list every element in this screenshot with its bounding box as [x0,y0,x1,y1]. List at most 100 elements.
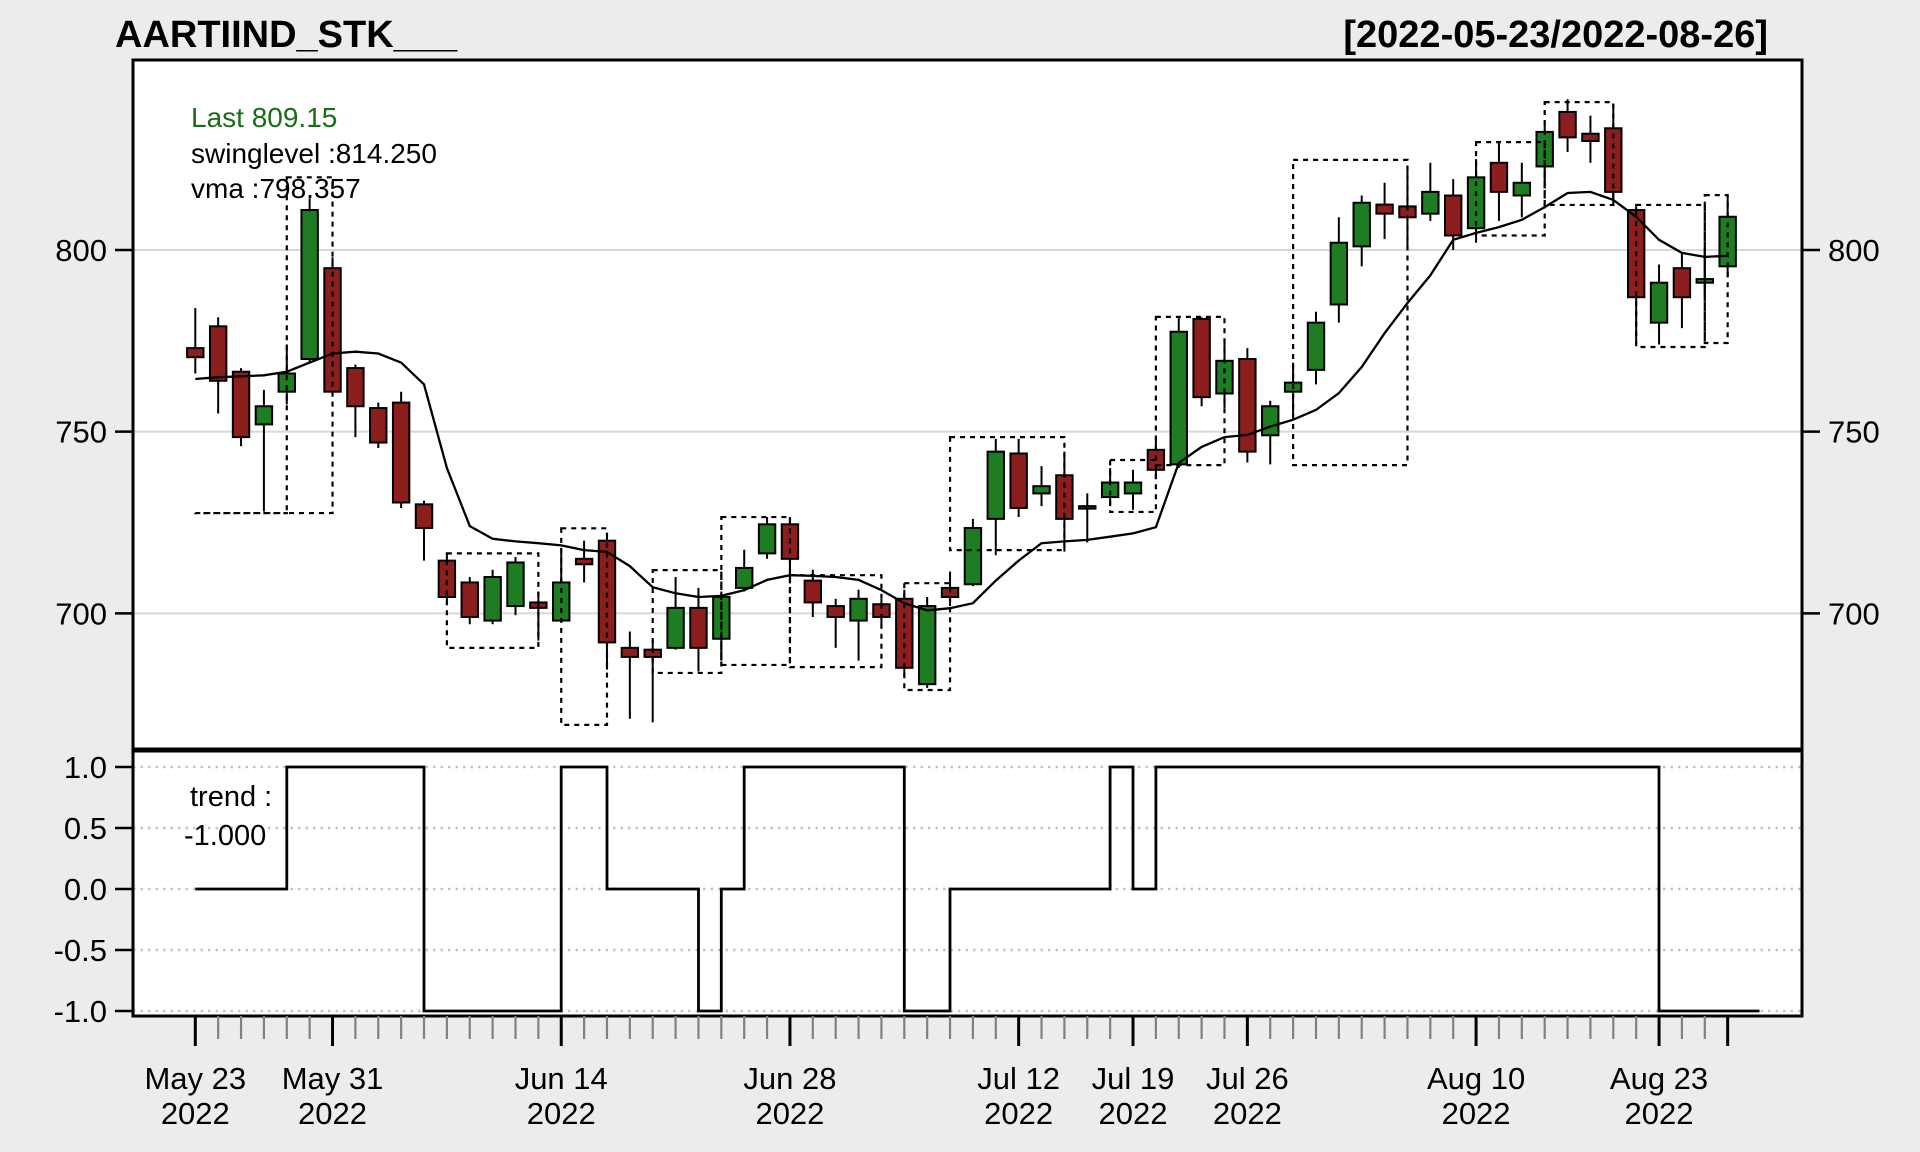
price-axis-label-left: 750 [55,415,107,450]
price-axis-label-right: 700 [1828,596,1880,631]
swinglevel-box [903,582,952,692]
candle [1306,311,1326,385]
trend-axis-label: 0.0 [64,872,107,907]
candle [506,557,525,616]
price-axis-label-left: 800 [55,233,107,268]
candle [186,308,205,374]
candle-body [1032,485,1051,495]
price-panel-bg [133,60,1802,750]
candle [1672,253,1692,329]
trend-step-line [195,765,1760,1013]
candle-body [231,370,251,439]
candle-body [986,450,1005,520]
x-axis-label: Jul 12 [977,1061,1060,1096]
candle [1123,469,1143,510]
swinglevel-box [1109,458,1157,514]
candle [1512,162,1532,218]
candle-body [666,606,685,649]
candle [1192,317,1211,407]
candle-body [1352,201,1371,248]
candle [300,198,319,363]
candle-body [1261,405,1280,437]
candle-body [826,605,845,618]
candle-body [483,575,502,622]
candle-body [1444,194,1463,237]
candle [849,589,868,661]
candle-body [963,526,983,586]
legend-swinglevel-value: swinglevel :814.250 [191,138,437,169]
price-axis-label-right: 800 [1828,233,1880,268]
candle [277,344,296,405]
candle-body [254,405,274,426]
swinglevel-box [1635,203,1706,349]
candle-body [1078,505,1097,510]
candle [391,391,411,508]
candle [369,402,388,449]
date-range-label: [2022-05-23/2022-08-26] [1343,14,1768,56]
candle-body [1009,452,1028,509]
candle-body [506,561,525,608]
candle [597,533,617,670]
candle [803,569,823,617]
legend-last-value: Last 809.15 [191,102,337,133]
swinglevel-box [788,574,883,669]
x-axis-label: Jun 28 [743,1061,836,1096]
swinglevel-box [651,568,723,675]
candle-body [574,557,594,566]
overlay-lines [194,101,1760,1013]
trend-indicator-value: -1.000 [184,820,266,852]
candle [254,389,274,512]
candle [1649,264,1669,345]
candle-body [1329,241,1349,306]
x-axis-label-year: 2022 [298,1096,367,1131]
candle [460,576,479,625]
x-axis-label: Aug 23 [1610,1061,1708,1096]
x-axis-label-year: 2022 [984,1096,1053,1131]
candle-body [1581,132,1600,143]
trend-axis-label: -0.5 [54,933,107,968]
candle [483,569,502,625]
swinglevel-box [1703,194,1729,345]
swinglevel-box [1474,140,1546,237]
x-axis-label-year: 2022 [161,1096,230,1131]
candle-body [1192,318,1211,399]
price-axis-label-left: 700 [55,596,107,631]
candle [1375,182,1394,240]
candle-body [1558,110,1577,139]
candle-body [1306,321,1326,371]
candle-body [849,597,868,622]
candle [757,517,777,559]
x-axis-label-year: 2022 [1099,1096,1168,1131]
candle-body [346,367,365,408]
candle [917,596,937,688]
candle-body [208,325,228,382]
swinglevel-box [948,436,1066,552]
x-axis-label: Jul 26 [1206,1061,1289,1096]
swinglevel-box [285,176,334,515]
candle-body [689,606,708,649]
x-axis-label: Aug 10 [1427,1061,1525,1096]
x-axis-label: Jul 19 [1092,1061,1175,1096]
x-axis-label: May 23 [144,1061,246,1096]
candle-body [186,347,205,359]
candle-body [460,581,479,618]
swinglevel-box [1154,315,1226,467]
candle [414,500,434,561]
trend-panel-bg [133,750,1802,1016]
candle-body [757,523,777,555]
candle-body [1375,203,1394,215]
candle-body [620,646,640,658]
x-axis-label-year: 2022 [755,1096,824,1131]
candle [1329,217,1349,323]
trend-axis-label: -1.0 [54,994,107,1029]
candle-body [277,372,296,393]
panel-backgrounds [133,60,1802,1016]
candle [1352,195,1371,267]
chart-title: AARTIIND_STK___ [115,14,458,56]
x-axis-label-year: 2022 [1442,1096,1511,1131]
candle-body [735,566,754,589]
candle [620,631,640,719]
x-axis-label-year: 2022 [1213,1096,1282,1131]
trend-indicator-label: trend : [190,781,272,813]
x-axis-label-year: 2022 [527,1096,596,1131]
